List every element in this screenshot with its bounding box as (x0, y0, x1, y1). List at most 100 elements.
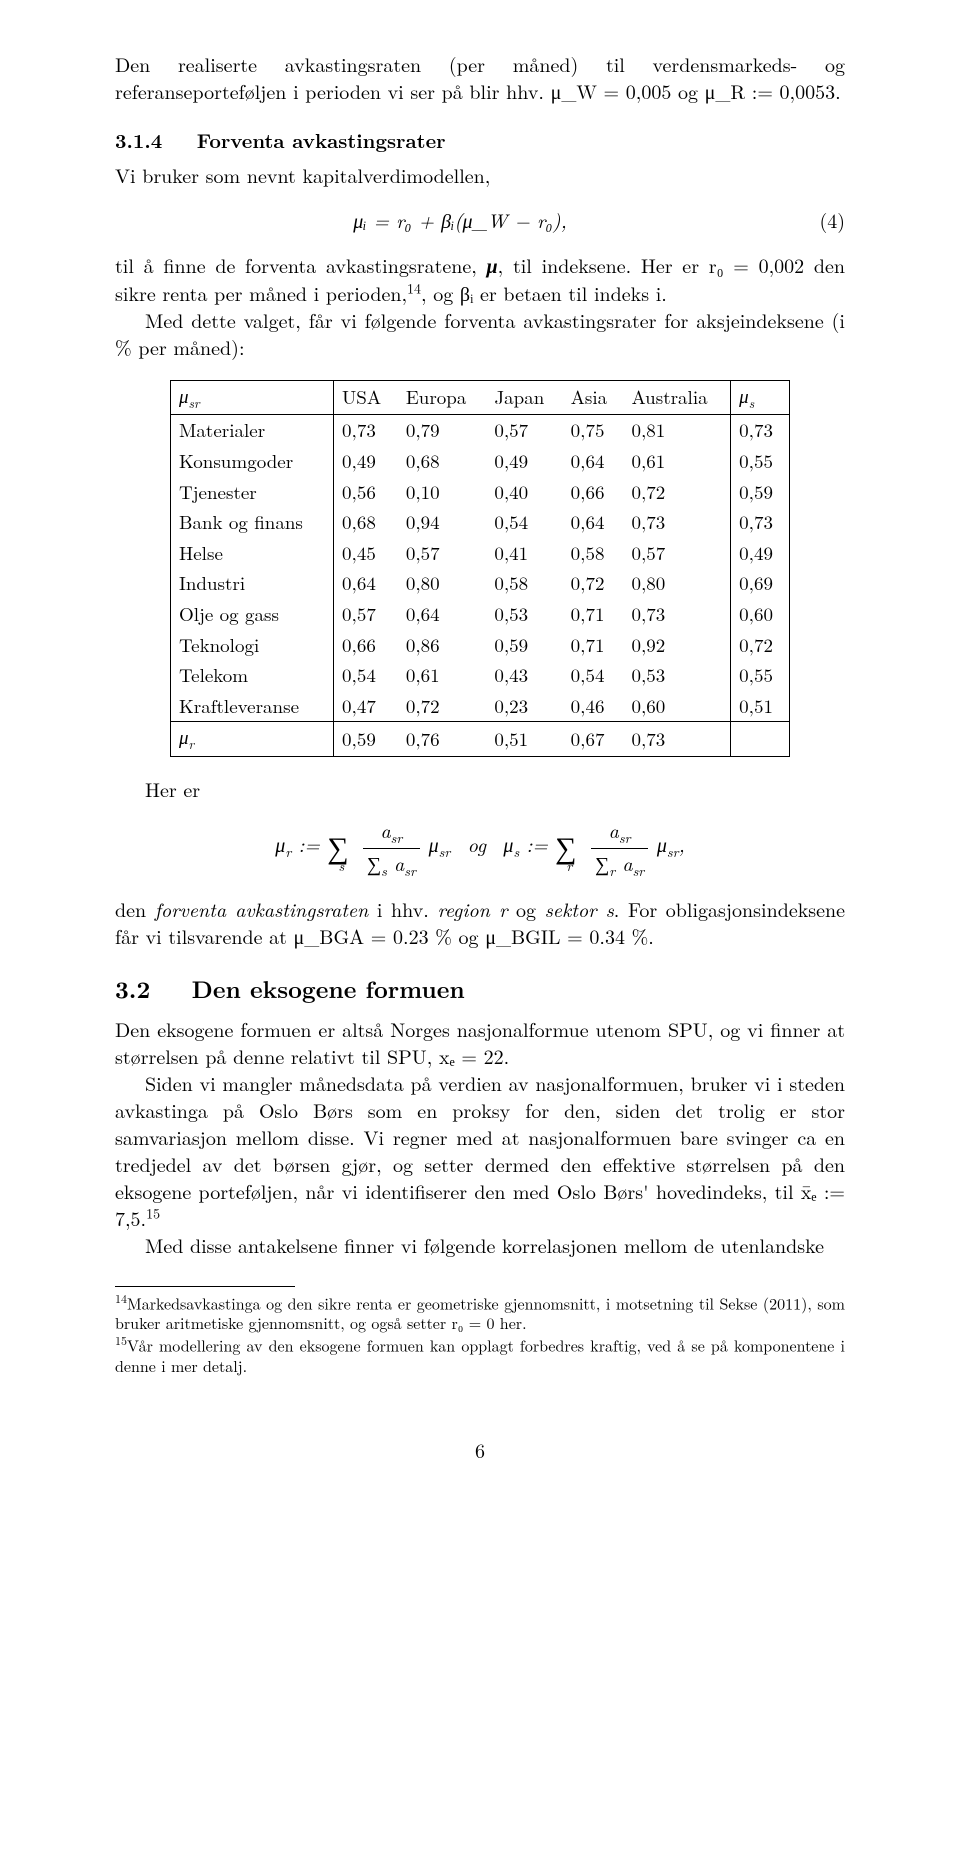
table-cell: 0,47 (334, 691, 398, 722)
table-cell: 0,73 (731, 507, 790, 538)
table-cell: 0,53 (623, 660, 730, 691)
table-cell: Olje og gass (171, 599, 334, 630)
table-cell: 0,57 (623, 538, 730, 569)
table-cell: 0,61 (623, 446, 730, 477)
table: μsr USA Europa Japan Asia Australia μs M… (170, 380, 790, 757)
table-cell: 0,68 (334, 507, 398, 538)
table-cell: 0,10 (398, 477, 487, 508)
table-cell: 0,64 (563, 507, 624, 538)
section-p3: Med disse antakelsene finner vi følgende… (115, 1231, 845, 1258)
mu-r-mu-s-equation: μr := ∑s asr ∑s asr μsr og μs := ∑r asr … (115, 816, 845, 881)
table-footer-row: μr 0,59 0,76 0,51 0,67 0,73 (171, 722, 790, 756)
th: Japan (486, 381, 562, 415)
table-cell: Tjenester (171, 477, 334, 508)
table-cell: 0,81 (623, 415, 730, 446)
table-cell: Industri (171, 568, 334, 599)
sum-sub-r: r (566, 856, 572, 876)
table-cell: 0,45 (334, 538, 398, 569)
equation-body: μᵢ = r₀ + βᵢ(μ_W − r₀), (115, 206, 805, 233)
table-cell: Telekom (171, 660, 334, 691)
footnote-ref-14: 14 (407, 278, 421, 298)
eq-left: μr := (275, 829, 327, 858)
table-cell: 0,59 (731, 477, 790, 508)
table-row: Telekom0,540,610,430,540,530,55 (171, 660, 790, 691)
table-cell: Helse (171, 538, 334, 569)
table-cell: 0,71 (563, 630, 624, 661)
table-header-row: μsr USA Europa Japan Asia Australia μs (171, 381, 790, 415)
footnote-ref-15: 15 (146, 1203, 160, 1223)
subsection-number: 3.1.4 (115, 125, 162, 154)
table-cell: 0,46 (563, 691, 624, 722)
table-cell: 0,75 (563, 415, 624, 446)
table-row: Olje og gass0,570,640,530,710,730,60 (171, 599, 790, 630)
tf-mur: μr (171, 722, 334, 756)
table-row: Tjenester0,560,100,400,660,720,59 (171, 477, 790, 508)
table-cell: Teknologi (171, 630, 334, 661)
mu-bold: μ (487, 251, 498, 280)
page: Den realiserte avkastingsraten (per måne… (0, 0, 960, 1513)
table-row: Konsumgoder0,490,680,490,640,610,55 (171, 446, 790, 477)
table-cell: 0,60 (623, 691, 730, 722)
subsection-p3: Med dette valget, får vi følgende forven… (115, 306, 845, 360)
table-cell: 0,64 (563, 446, 624, 477)
equation-text: μᵢ = r₀ + βᵢ(μ_W − r₀), (353, 205, 566, 234)
p1b: i hhv. (368, 894, 437, 923)
fn14-text: Markedsavkastinga og den sikre renta er … (115, 1291, 845, 1334)
table-cell: 0,86 (398, 630, 487, 661)
table-cell: 0,72 (623, 477, 730, 508)
th-musr: μsr (171, 381, 334, 415)
page-number: 6 (115, 1436, 845, 1463)
table-cell: 0,73 (623, 507, 730, 538)
footnote-rule (115, 1286, 295, 1287)
tf: 0,59 (334, 722, 398, 756)
footnote-15: 15Vår modellering av den eksogene formue… (115, 1333, 845, 1375)
table-cell: 0,51 (731, 691, 790, 722)
p1ital: forventa avkastingsraten (155, 894, 369, 923)
subsection-p1: Vi bruker som nevnt kapitalverdimodellen… (115, 161, 845, 188)
p2c: , og βᵢ er betaen til indeks i. (421, 278, 667, 307)
table-cell: 0,55 (731, 446, 790, 477)
table-cell: 0,23 (486, 691, 562, 722)
equation-number: (4) (805, 206, 845, 233)
table-cell: Materialer (171, 415, 334, 446)
table-cell: Kraftleveranse (171, 691, 334, 722)
table-cell: 0,61 (398, 660, 487, 691)
table-cell: 0,58 (486, 568, 562, 599)
th: Asia (563, 381, 624, 415)
table-cell: 0,69 (731, 568, 790, 599)
table-cell: 0,73 (623, 599, 730, 630)
tf-empty (731, 722, 790, 756)
table-cell: 0,57 (398, 538, 487, 569)
table-row: Teknologi0,660,860,590,710,920,72 (171, 630, 790, 661)
table-cell: 0,54 (486, 507, 562, 538)
eq-right: μsr, (657, 829, 685, 858)
eq-mid: μsr og μs := (429, 829, 555, 858)
table-cell: 0,66 (334, 630, 398, 661)
table-cell: 0,59 (486, 630, 562, 661)
section-number: 3.2 (115, 972, 150, 1006)
table-cell: 0,57 (334, 599, 398, 630)
fn14-num: 14 (115, 1290, 127, 1307)
p1ital2: region r (437, 894, 507, 923)
p1ital3: sektor s (545, 894, 614, 923)
table-cell: 0,58 (563, 538, 624, 569)
after-table-p1: den forventa avkastingsraten i hhv. regi… (115, 895, 845, 949)
th: USA (334, 381, 398, 415)
table-cell: 0,41 (486, 538, 562, 569)
subsection-title: Forventa avkastingsrater (197, 125, 446, 154)
table-cell: 0,73 (731, 415, 790, 446)
table-cell: 0,43 (486, 660, 562, 691)
subsection-p2: til å finne de forventa avkastingsratene… (115, 251, 845, 306)
table-cell: 0,72 (398, 691, 487, 722)
tf: 0,73 (623, 722, 730, 756)
table-cell: 0,54 (334, 660, 398, 691)
her-er: Her er (115, 775, 845, 802)
table-cell: 0,56 (334, 477, 398, 508)
table-cell: 0,72 (731, 630, 790, 661)
table-cell: 0,54 (563, 660, 624, 691)
table-cell: 0,57 (486, 415, 562, 446)
equation-4: μᵢ = r₀ + βᵢ(μ_W − r₀), (4) (115, 206, 845, 233)
table-row: Industri0,640,800,580,720,800,69 (171, 568, 790, 599)
frac1: asr ∑s asr (363, 816, 420, 881)
section-heading: 3.2 Den eksogene formuen (115, 973, 845, 1005)
